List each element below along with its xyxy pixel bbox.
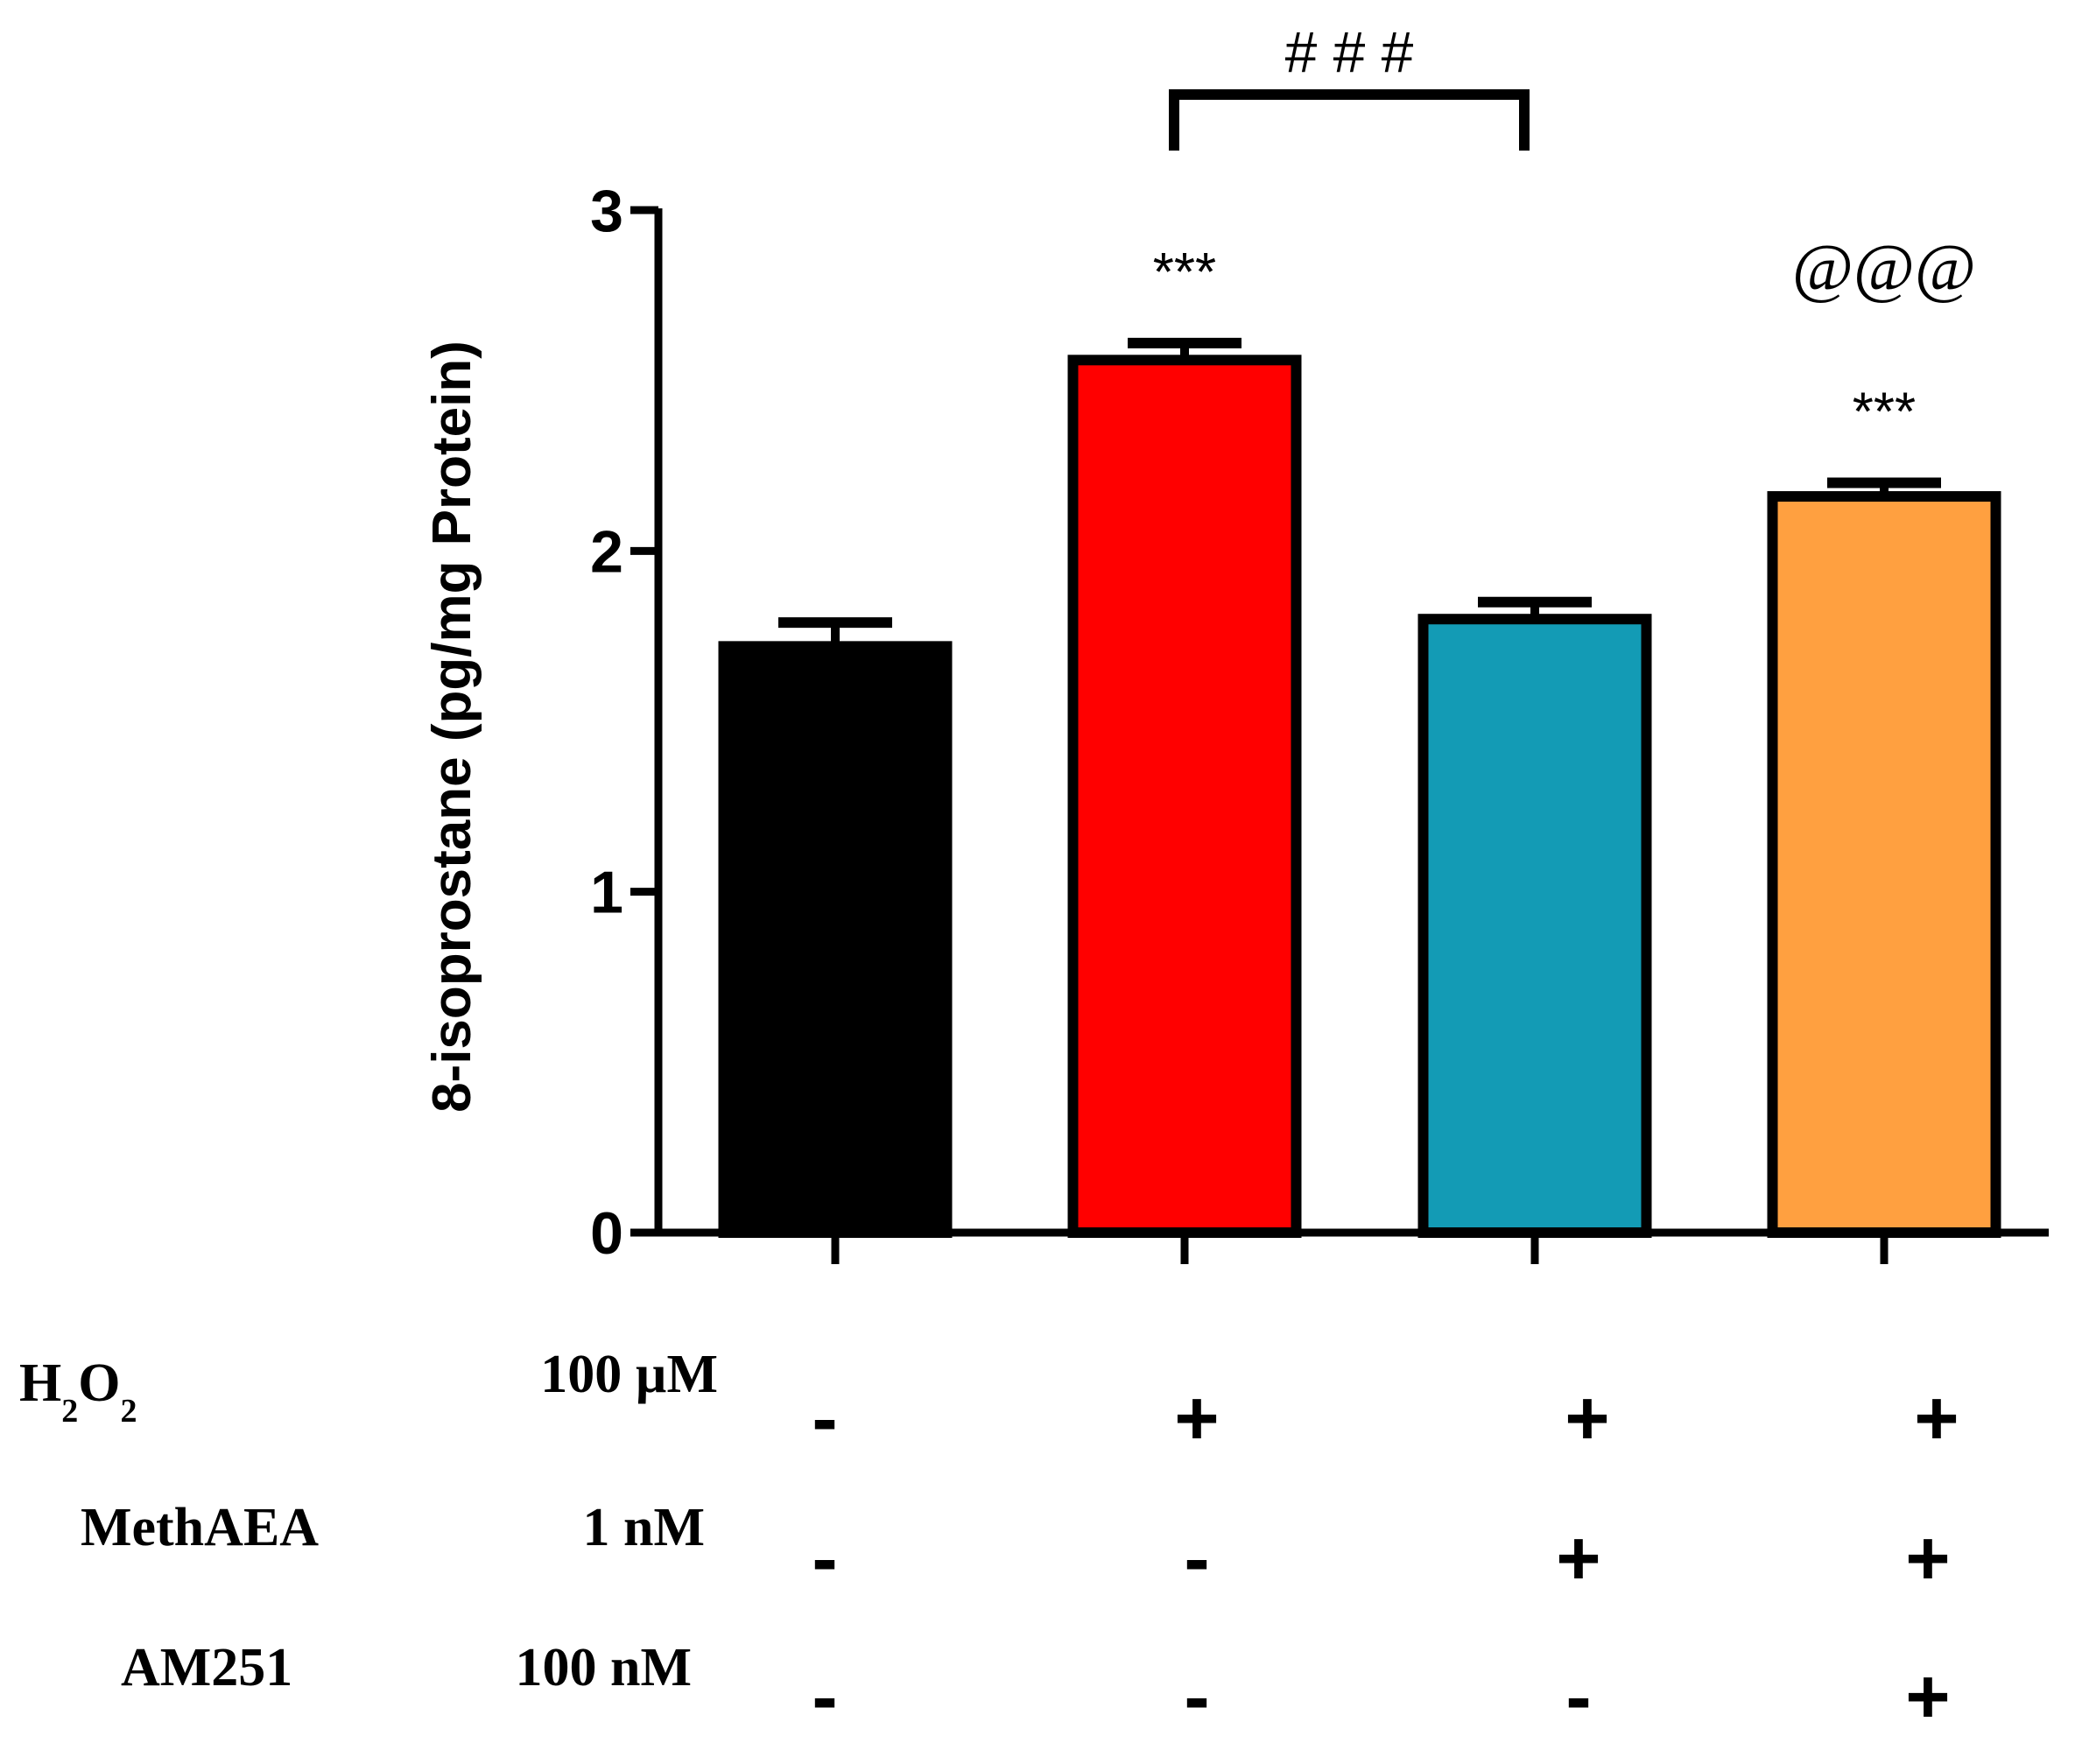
sign-row2-col3: + (1905, 1653, 1950, 1739)
y-tick-label-0: 0 (590, 1200, 623, 1267)
significance-1: *** (1853, 382, 1916, 442)
am251-label: AM251 (121, 1638, 292, 1697)
significance-2: @@@ (1792, 231, 1976, 305)
y-axis-label: 8-isoprostane (pg/mg Protein) (422, 341, 482, 1113)
bar-3 (1767, 491, 2001, 1238)
methaea-dose: 1 nM (583, 1498, 706, 1557)
h2o2-dose: 100 µM (540, 1345, 718, 1404)
sign-row0-col3: + (1914, 1374, 1959, 1461)
comparison-label: # # # (1285, 19, 1414, 84)
sign-row1-col3: + (1905, 1515, 1950, 1601)
sign-row1-col2: + (1556, 1515, 1600, 1601)
y-tick-label-1: 1 (590, 860, 623, 926)
y-tick-label-2: 2 (590, 518, 623, 585)
methaea-label: MethAEA (81, 1498, 319, 1557)
sign-row1-col1: - (1184, 1515, 1209, 1601)
significance-0: *** (1153, 242, 1216, 303)
sign-row2-col2: - (1565, 1653, 1591, 1739)
bar-0 (718, 641, 953, 1238)
bar-2 (1417, 614, 1652, 1238)
am251-dose: 100 nM (516, 1638, 693, 1697)
sign-row0-col1: + (1174, 1374, 1219, 1461)
sign-row0-col0: - (812, 1374, 837, 1461)
comparison-bracket (1169, 89, 1530, 151)
bar-1 (1067, 355, 1302, 1239)
sign-row2-col0: - (812, 1653, 837, 1739)
sign-row0-col2: + (1565, 1374, 1609, 1461)
y-tick-label-3: 3 (590, 178, 623, 244)
sign-row1-col0: - (812, 1515, 837, 1601)
h2o2-label: H2O2 (19, 1353, 137, 1430)
sign-row2-col1: - (1184, 1653, 1209, 1739)
